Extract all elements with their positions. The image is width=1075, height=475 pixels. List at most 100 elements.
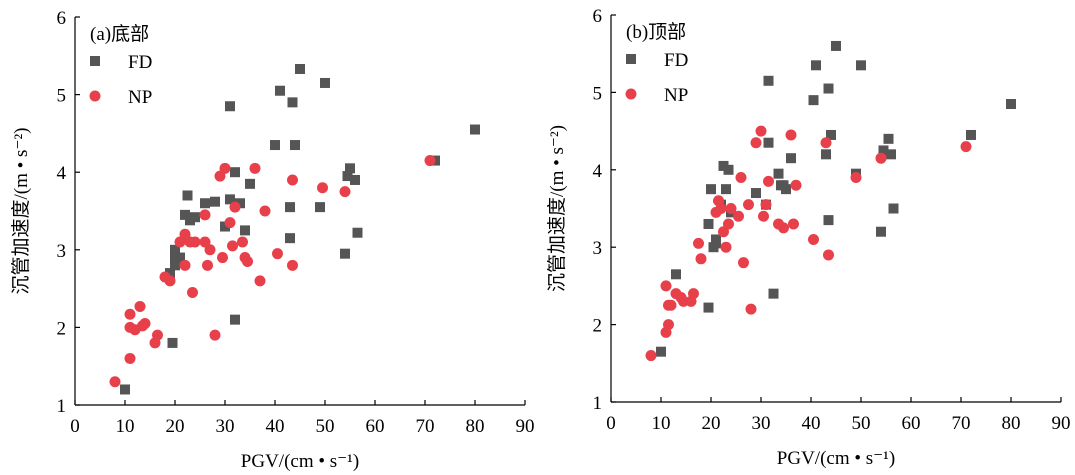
y-tick-label: 6 xyxy=(57,8,67,29)
data-point xyxy=(735,172,747,184)
data-point xyxy=(703,218,714,229)
data-point xyxy=(164,275,176,287)
data-point xyxy=(785,129,797,141)
data-point xyxy=(888,203,899,214)
data-point xyxy=(755,125,767,137)
data-point xyxy=(287,174,298,186)
data-point xyxy=(287,259,298,271)
data-point xyxy=(235,198,245,209)
legend-marker-circle xyxy=(89,90,101,102)
x-tick-label: 30 xyxy=(216,416,235,437)
data-point xyxy=(124,308,136,320)
data-point xyxy=(823,215,834,226)
y-tick-label: 2 xyxy=(593,316,603,337)
x-tick-label: 30 xyxy=(752,413,771,434)
data-point xyxy=(227,240,238,252)
data-point xyxy=(878,145,889,156)
x-tick-label: 60 xyxy=(366,416,385,437)
data-point xyxy=(768,288,779,299)
x-tick-label: 10 xyxy=(116,416,135,437)
x-tick-label: 60 xyxy=(902,413,921,434)
data-point xyxy=(788,218,799,230)
data-point xyxy=(209,329,221,341)
data-point xyxy=(811,60,821,71)
data-point xyxy=(285,233,295,244)
x-tick-label: 40 xyxy=(266,416,285,437)
y-tick-label: 1 xyxy=(593,393,603,414)
data-point xyxy=(109,376,121,388)
data-point xyxy=(966,129,976,140)
x-tick-label: 40 xyxy=(802,413,821,434)
data-point xyxy=(165,268,175,279)
data-point xyxy=(180,209,190,220)
data-point xyxy=(663,319,674,331)
data-point xyxy=(424,155,436,167)
data-point xyxy=(781,184,791,195)
data-point xyxy=(808,95,819,106)
y-tick-label: 1 xyxy=(57,396,67,417)
data-point xyxy=(320,77,330,88)
data-point xyxy=(711,238,721,249)
data-point xyxy=(723,218,734,230)
x-axis-title: PGV/(cm • s⁻¹) xyxy=(777,448,895,469)
data-point xyxy=(750,137,762,149)
data-point xyxy=(850,172,862,184)
data-point xyxy=(715,203,727,214)
data-point xyxy=(339,186,351,198)
legend-label: NP xyxy=(128,87,152,108)
x-axis-title: PGV/(cm • s⁻¹) xyxy=(241,451,359,472)
data-point xyxy=(790,179,802,191)
data-point xyxy=(230,167,240,178)
data-point xyxy=(200,198,210,209)
data-point xyxy=(315,202,325,213)
data-point xyxy=(224,217,236,229)
data-point xyxy=(763,175,774,187)
data-point xyxy=(875,152,887,164)
x-tick-label: 90 xyxy=(516,416,535,437)
data-point xyxy=(826,129,836,140)
data-point xyxy=(721,184,731,195)
y-tick-label: 5 xyxy=(57,86,67,107)
data-point xyxy=(175,252,185,263)
x-tick-label: 10 xyxy=(652,413,671,434)
data-point xyxy=(199,209,211,221)
x-tick-label: 0 xyxy=(70,416,80,437)
legend-label: FD xyxy=(128,52,152,73)
data-point xyxy=(470,124,480,135)
data-point xyxy=(190,212,200,223)
data-point xyxy=(345,163,355,174)
x-tick-label: 0 xyxy=(606,413,616,434)
data-point xyxy=(758,210,769,222)
data-point xyxy=(723,164,734,175)
data-point xyxy=(202,259,213,271)
data-point xyxy=(725,203,737,214)
data-point xyxy=(167,337,178,348)
x-tick-label: 70 xyxy=(952,413,971,434)
data-point xyxy=(1006,99,1016,110)
legend-label: NP xyxy=(664,85,688,106)
data-point xyxy=(656,346,666,357)
data-point xyxy=(671,269,681,280)
data-point xyxy=(217,252,228,264)
chart-panel-a: 0 10 20 30 40 50 60 70 80 90 1 2 3 4 5 6 PGV/(cm • s⁻¹) 沉… xyxy=(10,8,535,472)
x-tick-label: 80 xyxy=(1002,413,1021,434)
x-tick-label: 50 xyxy=(316,416,335,437)
data-point xyxy=(259,205,271,217)
data-point xyxy=(272,248,283,260)
data-point xyxy=(665,299,677,311)
data-point xyxy=(285,202,295,213)
data-point xyxy=(693,237,704,249)
panel-title: (b)顶部 xyxy=(626,21,686,43)
data-point xyxy=(152,329,163,341)
data-point xyxy=(210,196,220,207)
series-fd xyxy=(656,40,1016,357)
data-point xyxy=(886,149,896,160)
data-point xyxy=(773,168,784,179)
y-tick-label: 3 xyxy=(593,238,603,259)
x-tick-label: 20 xyxy=(702,413,721,434)
y-tick-label: 3 xyxy=(57,241,67,262)
data-point xyxy=(745,303,757,315)
data-point xyxy=(287,97,298,108)
data-point xyxy=(249,162,261,174)
